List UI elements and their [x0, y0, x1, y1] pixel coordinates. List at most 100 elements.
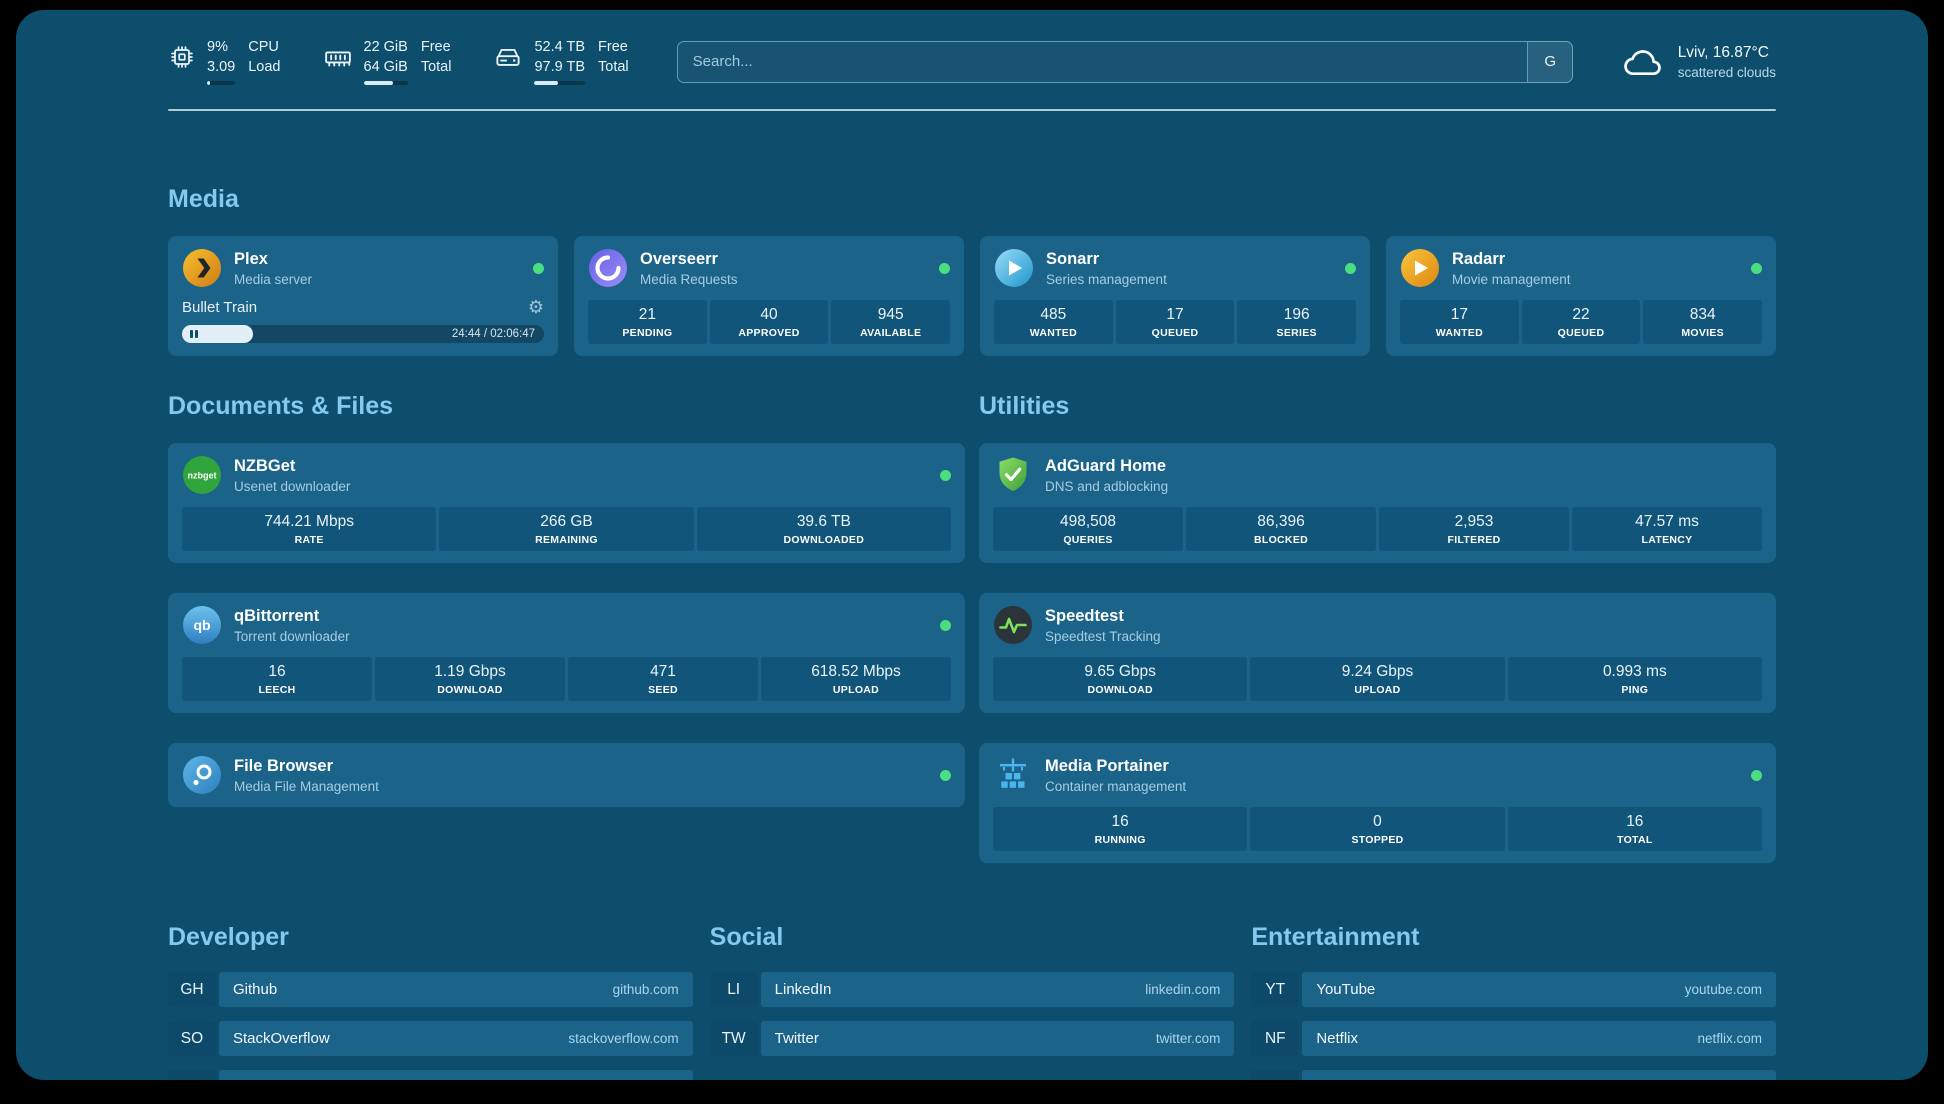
bookmark-name: DEV: [233, 1079, 264, 1080]
section-title-utilities: Utilities: [979, 392, 1070, 421]
cpu-usage-bar: [207, 81, 236, 86]
bookmark-abbr: NF: [1251, 1021, 1300, 1057]
bookmark-abbr: SO: [168, 1021, 216, 1057]
section-title-entertainment: Entertainment: [1251, 923, 1420, 952]
stat-running: 16 RUNNING: [993, 807, 1248, 852]
service-name: Plex: [234, 249, 268, 268]
cpu-usage-value: 9%: [207, 39, 228, 55]
section-title-documents: Documents & Files: [168, 392, 394, 421]
bookmark-url: youtube.com: [1684, 982, 1762, 998]
svg-text:qb: qb: [193, 617, 210, 633]
memory-widget: 22 GiB 64 GiB Free Total: [323, 38, 451, 86]
bookmark-name: Netflix: [1316, 1030, 1359, 1048]
service-card-portainer[interactable]: Media Portainer Container management 16 R…: [979, 743, 1776, 864]
playback-progress-fill: [182, 325, 253, 344]
bookmark-youtube[interactable]: YT YouTube youtube.com: [1251, 972, 1776, 1008]
bookmark-url: twitter.com: [1155, 1031, 1221, 1047]
pause-icon[interactable]: [190, 330, 198, 339]
portainer-icon: [993, 755, 1033, 795]
disk-free-value: 52.4 TB: [534, 39, 586, 55]
stat-wanted: 17 WANTED: [1400, 300, 1519, 345]
service-card-qbittorrent[interactable]: qb qBittorrent Torrent downloader 16 LEEC…: [168, 593, 965, 714]
playback-progress-bar[interactable]: 24:44 / 02:06:47: [182, 325, 544, 344]
bookmark-netflix[interactable]: NF Netflix netflix.com: [1251, 1021, 1776, 1057]
disk-widget: 52.4 TB 97.9 TB Free Total: [493, 38, 629, 86]
bookmark-github[interactable]: GH Github github.com: [168, 972, 693, 1008]
bookmark-name: LinkedIn: [774, 981, 832, 999]
service-name: Overseerr: [640, 249, 718, 268]
bookmark-stackoverflow[interactable]: SO StackOverflow stackoverflow.com: [168, 1021, 693, 1057]
status-dot-online: [533, 262, 544, 274]
stat-approved: 40 APPROVED: [709, 300, 829, 345]
stat-queries: 498,508 QUERIES: [993, 507, 1183, 552]
gear-icon[interactable]: ⚙: [527, 297, 544, 318]
filebrowser-icon: [182, 755, 222, 795]
bookmark-group-entertainment: Entertainment YT YouTube youtube.com NF N…: [1251, 923, 1776, 1080]
weather-condition: scattered clouds: [1677, 64, 1776, 80]
bookmark-abbr: YT: [1251, 972, 1300, 1008]
stat-series: 196 SERIES: [1237, 300, 1357, 345]
service-subtitle: Media Requests: [640, 271, 738, 287]
section-title-media: Media: [168, 185, 239, 214]
search-provider-button[interactable]: G: [1526, 40, 1573, 83]
search-bar: G: [676, 40, 1573, 83]
stat-total: 16 TOTAL: [1507, 807, 1762, 852]
nzbget-icon: nzbget: [182, 455, 222, 495]
stat-filtered: 2,953 FILTERED: [1379, 507, 1569, 552]
memory-total-value: 64 GiB: [363, 58, 408, 75]
bookmark-url: linkedin.com: [1145, 982, 1221, 998]
service-subtitle: Media File Management: [234, 778, 379, 794]
stat-seed: 471 SEED: [568, 657, 758, 702]
memory-label-top: Free: [420, 39, 451, 55]
stat-ping: 0.993 ms PING: [1507, 657, 1762, 702]
bookmark-abbr: RE: [1251, 1070, 1300, 1080]
service-card-radarr[interactable]: Radarr Movie management 17 WANTED 22 QUEUE…: [1386, 236, 1776, 357]
disk-label-bottom: Total: [598, 58, 629, 75]
service-card-overseerr[interactable]: Overseerr Media Requests 21 PENDING 40 APP…: [574, 236, 964, 357]
memory-icon: [324, 51, 351, 67]
status-dot-online: [940, 769, 951, 781]
bookmark-group-developer: Developer GH Github github.com SO StackOv…: [168, 923, 693, 1080]
service-card-sonarr[interactable]: Sonarr Series management 485 WANTED 17 QUE…: [980, 236, 1370, 357]
memory-usage-bar: [363, 81, 408, 86]
bookmark-url: github.com: [612, 982, 679, 998]
service-card-plex[interactable]: Plex Media server Bullet Train ⚙ 24:44 /…: [168, 236, 558, 357]
stat-upload: 618.52 Mbps UPLOAD: [761, 657, 951, 702]
stat-remaining: 266 GB REMAINING: [439, 507, 694, 552]
stat-download: 1.19 Gbps DOWNLOAD: [375, 657, 565, 702]
overseerr-icon: [588, 248, 628, 288]
service-card-nzbget[interactable]: nzbget NZBGet Usenet downloader 744.21 M…: [168, 443, 965, 564]
cpu-icon: [171, 46, 193, 68]
section-utilities: Utilities AdGuard Home DNS and adblockin…: [979, 392, 1776, 864]
stat-blocked: 86,396 BLOCKED: [1186, 507, 1376, 552]
stat-downloaded: 39.6 TB DOWNLOADED: [696, 507, 951, 552]
service-subtitle: Movie management: [1452, 271, 1571, 287]
bookmark-dev[interactable]: DT DEVdev.to: [168, 1070, 693, 1080]
status-dot-online: [940, 469, 951, 481]
qbittorrent-icon: qb: [182, 605, 222, 645]
search-input[interactable]: [677, 41, 1572, 82]
service-subtitle: Usenet downloader: [234, 478, 351, 494]
service-card-adguard[interactable]: AdGuard Home DNS and adblocking 498,508 Q…: [979, 443, 1776, 564]
bookmark-reddit[interactable]: RE Redditreddit.com: [1251, 1070, 1776, 1080]
service-card-speedtest[interactable]: Speedtest Speedtest Tracking 9.65 Gbps DO…: [979, 593, 1776, 714]
bookmark-twitter[interactable]: TW Twitter twitter.com: [709, 1021, 1235, 1057]
radarr-icon: [1400, 248, 1440, 288]
service-name: Speedtest: [1045, 606, 1124, 625]
bookmark-name: YouTube: [1316, 981, 1376, 999]
now-playing-title: Bullet Train: [182, 298, 258, 316]
service-name: Radarr: [1452, 249, 1506, 268]
top-bar: 9% 3.09 CPU Load 22 GiB 64 GiB: [168, 38, 1776, 86]
bookmark-name: Reddit: [1316, 1079, 1359, 1080]
plex-icon: [182, 248, 222, 288]
bookmark-name: Github: [233, 981, 278, 999]
disk-icon: [496, 48, 521, 66]
status-dot-online: [939, 262, 950, 274]
stat-leech: 16 LEECH: [182, 657, 372, 702]
status-dot-online: [940, 619, 951, 631]
bookmark-linkedin[interactable]: LI LinkedIn linkedin.com: [709, 972, 1235, 1008]
section-documents: Documents & Files nzbget NZBGet Usenet d…: [168, 392, 965, 863]
stat-pending: 21 PENDING: [588, 300, 707, 345]
bookmark-abbr: DT: [168, 1070, 216, 1080]
service-card-filebrowser[interactable]: File Browser Media File Management: [168, 743, 965, 808]
